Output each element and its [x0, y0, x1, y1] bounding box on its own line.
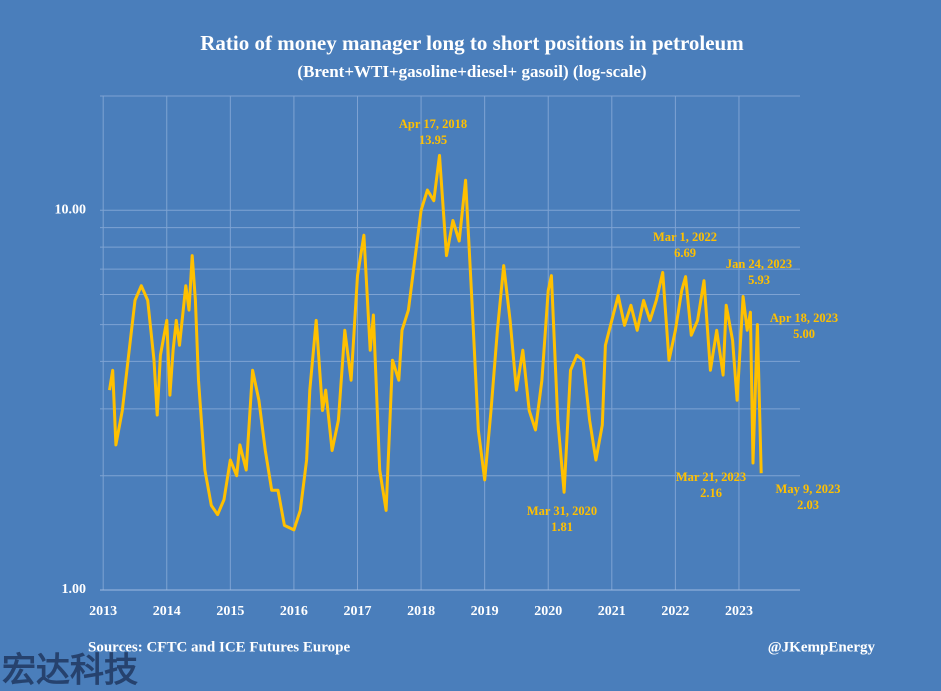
x-tick-label: 2019	[471, 604, 499, 619]
source: Sources: CFTC and ICE Futures Europe	[88, 639, 350, 655]
annotation-date: Mar 31, 2020	[527, 504, 597, 518]
annotation-value: 6.69	[674, 246, 696, 260]
annotation-value: 5.93	[748, 273, 770, 287]
x-tick-label: 2018	[407, 604, 435, 619]
grid	[100, 95, 800, 591]
annotation-date: Mar 21, 2023	[676, 470, 746, 484]
annotation-value: 2.03	[797, 498, 819, 512]
x-tick-label: 2020	[534, 604, 562, 619]
plot: Apr 17, 2018 13.95 Mar 31, 2020 1.81 Mar 1, …	[108, 117, 841, 534]
chart-subtitle: (Brent+WTI+gasoline+diesel+ gasoil) (log…	[297, 62, 646, 81]
x-tick-label: 2017	[343, 604, 371, 619]
watermark: 宏达科技	[2, 651, 138, 691]
x-tick-label: 2015	[216, 604, 244, 619]
annotation-value: 5.00	[793, 327, 815, 341]
annotation-value: 1.81	[551, 520, 573, 534]
series-line	[108, 153, 763, 532]
x-tick-label: 2021	[598, 604, 626, 619]
annotation-value: 2.16	[700, 486, 722, 500]
annotation-date: May 9, 2023	[776, 482, 841, 496]
annotation-date: Apr 17, 2018	[399, 117, 467, 131]
credit: @JKempEnergy	[768, 639, 876, 655]
annotation-date: Jan 24, 2023	[726, 257, 792, 271]
chart-title: Ratio of money manager long to short pos…	[200, 31, 744, 55]
annotation-value: 13.95	[419, 133, 447, 147]
x-tick-label: 2013	[89, 604, 117, 619]
annotation-date: Mar 1, 2022	[653, 230, 717, 244]
y-tick-label: 1.00	[62, 582, 87, 597]
x-tick-label: 2016	[280, 604, 308, 619]
x-tick-label: 2022	[661, 604, 689, 619]
x-tick-label: 2023	[725, 604, 753, 619]
y-tick-label: 10.00	[55, 203, 87, 218]
annotation-date: Apr 18, 2023	[770, 311, 838, 325]
x-tick-label: 2014	[153, 604, 181, 619]
